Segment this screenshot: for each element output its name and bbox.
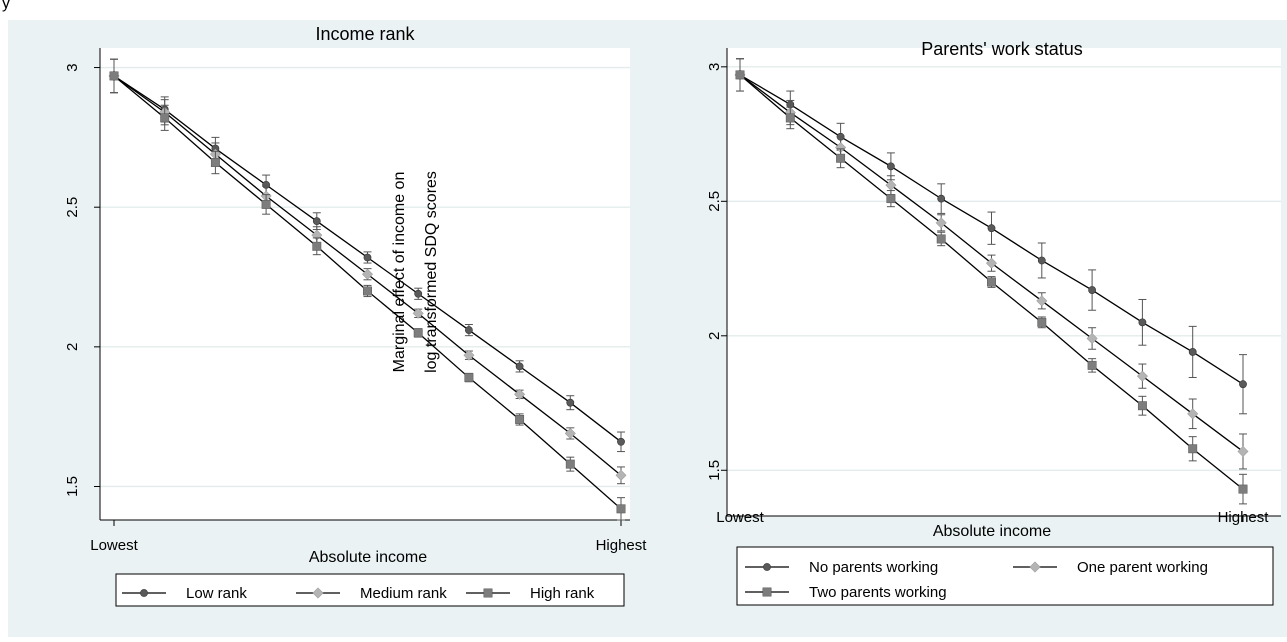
data-point	[1086, 332, 1098, 345]
data-point	[363, 253, 372, 262]
legend-marker	[763, 563, 771, 571]
data-point	[1136, 370, 1148, 382]
annotation-line-2: log transformed SDQ scores	[423, 171, 440, 373]
data-point	[1238, 484, 1248, 494]
data-point	[464, 373, 474, 383]
data-point	[1087, 360, 1097, 370]
chart-panel-parents-work-status: Parents' work status Absolute income 1.5…	[706, 39, 1281, 606]
data-point	[361, 268, 374, 280]
legend: Low rank Medium rank High rank	[122, 585, 595, 602]
data-point	[514, 388, 526, 400]
legend-label: Two parents working	[809, 584, 947, 601]
data-point	[936, 234, 946, 244]
annotation-line-1: Marginal effect of income on	[391, 172, 408, 373]
data-point	[1188, 348, 1197, 356]
data-point	[617, 437, 625, 446]
data-point	[616, 504, 626, 514]
data-point	[363, 286, 372, 296]
legend-label: No parents working	[809, 559, 938, 576]
annotation: Marginal effect of income on log transfo…	[391, 171, 440, 373]
y-tick-label: 3	[64, 63, 81, 71]
data-point	[464, 326, 473, 334]
data-point	[836, 153, 846, 163]
data-point	[987, 224, 996, 233]
data-point	[1088, 286, 1096, 294]
plot-content: 1.5 2 2.5 3 Lowest Highest	[64, 48, 647, 554]
legend-marker	[762, 587, 772, 597]
data-point	[1188, 444, 1198, 454]
legend-marker	[140, 589, 148, 597]
chart-panel-income-rank: Income rank Absolute income 1.5 2 2.5 3 Lowe…	[64, 24, 647, 607]
y-tick-label: 1.5	[706, 460, 723, 481]
data-point	[935, 217, 947, 229]
data-point	[414, 289, 423, 298]
legend-label: One parent working	[1077, 559, 1208, 576]
data-point	[312, 241, 322, 251]
x-tick-label: Highest	[1218, 509, 1270, 526]
chart-title: Parents' work status	[921, 39, 1083, 59]
data-point	[735, 70, 745, 80]
x-tick-label: Lowest	[90, 537, 138, 554]
legend-label: Medium rank	[360, 585, 447, 602]
y-tick-label: 1.5	[64, 476, 81, 497]
data-point	[566, 398, 575, 407]
legend-label: High rank	[530, 585, 595, 602]
data-point	[463, 349, 475, 361]
legend-label: Low rank	[186, 585, 247, 602]
legend: No parents working One parent working Two …	[745, 559, 1208, 601]
data-point	[1237, 445, 1249, 458]
x-tick-label: Highest	[596, 537, 648, 554]
legend-marker	[483, 588, 493, 598]
y-tick-label: 2.5	[706, 191, 723, 212]
data-point	[1037, 317, 1047, 327]
data-point	[1037, 256, 1046, 265]
data-point	[985, 257, 998, 269]
data-point	[160, 113, 170, 123]
data-point	[1138, 318, 1147, 327]
data-point	[1187, 408, 1199, 420]
data-point	[261, 199, 271, 209]
data-point	[1239, 380, 1247, 389]
y-tick-label: 3	[706, 63, 723, 71]
data-point	[515, 362, 524, 371]
data-point	[937, 194, 946, 203]
data-point	[987, 277, 996, 287]
x-axis-label: Absolute income	[933, 523, 1051, 540]
data-point	[615, 469, 627, 481]
data-point	[1137, 401, 1147, 411]
data-point	[109, 71, 119, 81]
x-tick-label: Lowest	[716, 509, 764, 526]
legend-marker	[1029, 561, 1041, 573]
data-point	[887, 162, 895, 171]
data-point	[886, 194, 896, 204]
plot-content: 1.5 2 2.5 3 Lowest Highest	[706, 48, 1281, 526]
chart-title: Income rank	[315, 24, 415, 44]
data-point	[413, 328, 423, 338]
legend-marker	[312, 587, 324, 599]
data-point	[785, 113, 795, 123]
x-axis-label: Absolute income	[309, 549, 427, 566]
data-point	[564, 427, 576, 439]
plot-area	[100, 48, 630, 520]
plot-area	[727, 48, 1281, 516]
legend-box	[115, 573, 625, 607]
data-point	[515, 415, 525, 424]
data-point	[565, 459, 575, 469]
y-tick-label: 2	[64, 343, 81, 351]
y-tick-label: 2.5	[64, 197, 81, 218]
data-point	[210, 158, 220, 167]
y-tick-label: 2	[706, 332, 723, 340]
data-point	[412, 307, 424, 319]
data-point	[312, 217, 321, 226]
top-text-fragment: y	[2, 0, 10, 12]
legend-box	[736, 546, 1274, 606]
data-point	[1036, 295, 1048, 307]
